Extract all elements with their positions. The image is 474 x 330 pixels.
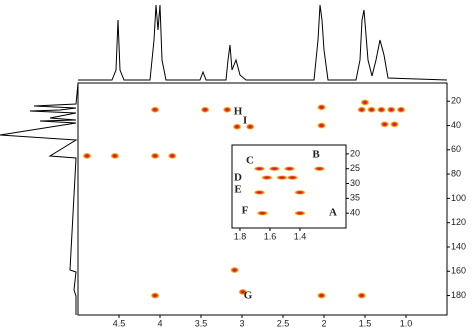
peak (232, 123, 242, 130)
y-tick-label: 20 (451, 96, 461, 106)
x-tick-label: 1.5 (359, 318, 372, 328)
peak (150, 152, 160, 160)
x-tick-label: 4 (157, 318, 162, 328)
y-tick-label: 80 (451, 168, 461, 178)
y-tick-label: 180 (451, 290, 466, 300)
peak (317, 122, 327, 129)
y-tick-label: 120 (451, 217, 466, 227)
annotation: C (246, 155, 254, 167)
annotation: G (244, 290, 253, 302)
x-tick-label: 3 (239, 318, 244, 328)
y-tick-label: 100 (451, 193, 466, 203)
peak (260, 175, 273, 181)
peak (386, 106, 396, 113)
annotation: H (234, 106, 243, 118)
peak (238, 288, 248, 296)
peak (293, 210, 306, 216)
y-tick-label: 30 (350, 178, 360, 188)
annotation: F (242, 205, 249, 217)
peak (283, 166, 296, 172)
x-tick-label: 1.8 (234, 231, 247, 241)
y-tick-label: 35 (350, 193, 360, 203)
peak (360, 99, 370, 106)
plot-frame (231, 144, 347, 229)
peak (357, 292, 367, 299)
y-tick-label: 40 (451, 120, 461, 130)
peak (222, 106, 232, 113)
x-tick-label: 2.5 (277, 318, 290, 328)
peak (376, 106, 386, 113)
top-projection (78, 4, 448, 81)
peak (293, 190, 306, 195)
x-tick-label: 4.5 (113, 318, 126, 328)
peak (317, 104, 327, 111)
peak (396, 106, 406, 113)
annotation: D (234, 172, 242, 184)
y-tick-label: 140 (451, 241, 466, 251)
peak (256, 210, 269, 216)
peak (253, 190, 266, 195)
peak (150, 292, 160, 299)
annotation: E (234, 184, 241, 196)
left-projection (0, 82, 79, 315)
peak (245, 123, 255, 130)
peak (230, 266, 240, 274)
annotation: B (312, 149, 320, 161)
peak (380, 121, 390, 128)
x-tick-label: 2 (321, 318, 326, 328)
x-tick-label: 1.6 (264, 231, 277, 241)
y-tick-label: 20 (350, 148, 360, 158)
x-tick-label: 1.0 (400, 318, 413, 328)
annotation: A (329, 207, 337, 219)
y-tick-label: 25 (350, 163, 360, 173)
peak (110, 152, 120, 160)
peak (313, 166, 326, 172)
y-tick-label: 60 (451, 144, 461, 154)
peak (286, 175, 299, 181)
x-tick-label: 3.5 (195, 318, 208, 328)
peak (150, 106, 160, 113)
y-tick-label: 40 (350, 208, 360, 218)
y-tick-label: 160 (451, 266, 466, 276)
peak (268, 166, 281, 172)
peak (167, 152, 177, 160)
peak (82, 152, 92, 160)
peak (367, 106, 377, 113)
peak (357, 106, 367, 113)
peak (200, 106, 210, 113)
annotation: I (243, 115, 247, 127)
x-tick-label: 1.4 (294, 231, 307, 241)
peak (317, 292, 327, 299)
peak (275, 175, 288, 181)
peak (253, 166, 266, 172)
peak (390, 121, 400, 128)
